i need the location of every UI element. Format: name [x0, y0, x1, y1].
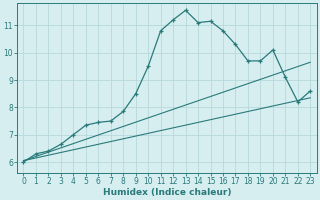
- X-axis label: Humidex (Indice chaleur): Humidex (Indice chaleur): [103, 188, 231, 197]
